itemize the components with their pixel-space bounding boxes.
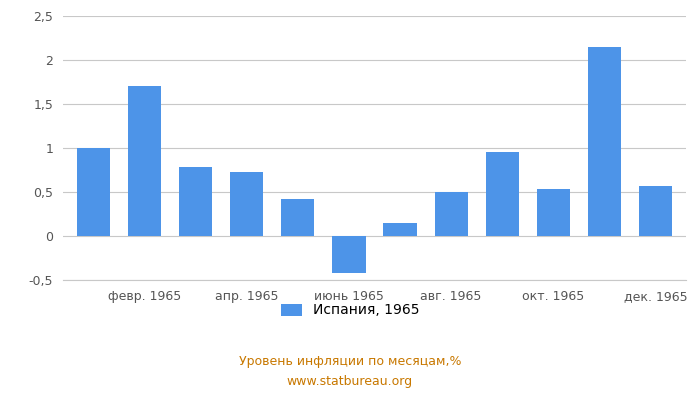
Bar (179, 167, 212, 236)
Bar (332, 236, 365, 273)
Bar (77, 148, 110, 236)
Bar (281, 199, 314, 236)
Bar (486, 152, 519, 236)
Bar (588, 47, 621, 236)
Bar (537, 189, 570, 236)
Bar (435, 192, 468, 236)
Bar (230, 172, 263, 236)
Bar (639, 186, 672, 236)
Legend: Испания, 1965: Испания, 1965 (275, 298, 425, 323)
Text: Уровень инфляции по месяцам,%: Уровень инфляции по месяцам,% (239, 356, 461, 368)
Bar (128, 86, 161, 236)
Text: www.statbureau.org: www.statbureau.org (287, 376, 413, 388)
Bar (384, 223, 416, 236)
